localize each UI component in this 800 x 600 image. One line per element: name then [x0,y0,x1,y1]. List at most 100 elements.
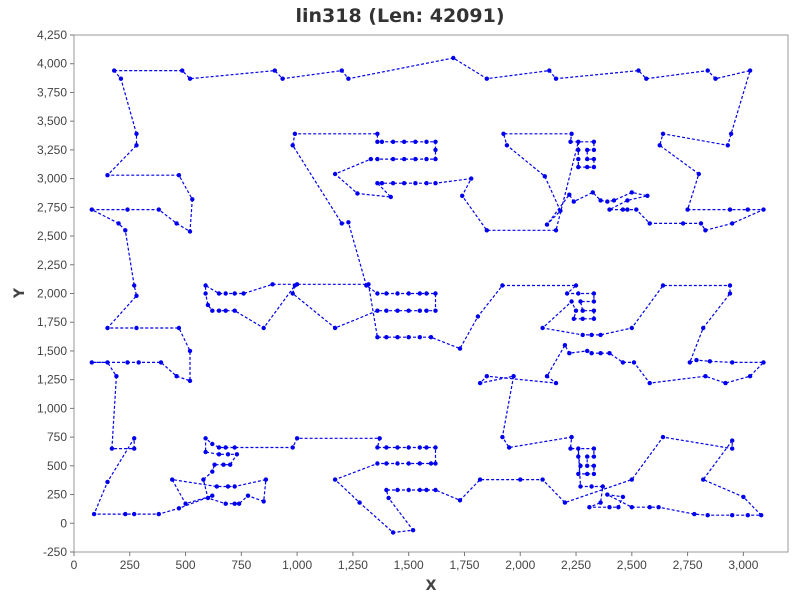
city-point [225,484,231,489]
city-point [433,139,438,144]
city-point [417,308,422,313]
city-point [134,293,139,298]
city-point [410,528,416,533]
city-point [568,139,573,144]
y-tick-label: 1,500 [37,344,67,358]
city-point [730,360,735,365]
city-point [590,190,595,195]
city-point [741,494,746,500]
city-point [355,191,360,196]
city-point [696,171,701,177]
city-point [600,484,605,489]
city-point [424,291,429,296]
city-point [573,308,579,313]
y-tick-label: 1,250 [37,373,67,387]
city-point [433,291,438,296]
city-point [424,139,429,144]
y-tick-label: 2,000 [37,287,67,301]
city-point [125,360,130,365]
city-point [727,283,733,288]
city-point [620,360,626,365]
city-point [625,207,630,212]
city-point [261,325,266,331]
city-point [727,207,733,212]
city-point [339,221,344,226]
city-point [685,207,690,212]
city-point [511,374,516,379]
y-tick-label: 3,750 [37,85,67,99]
city-point [580,308,585,313]
city-point [384,291,389,296]
city-point [216,445,222,450]
city-point [292,131,298,136]
y-tick-label: 3,500 [37,114,67,128]
city-point [170,477,175,482]
city-point [576,446,581,451]
x-tick-label: 2,500 [617,558,647,572]
city-point [591,139,597,144]
city-point [589,351,594,356]
city-point [424,181,429,186]
city-point [232,501,237,506]
city-point [698,221,704,226]
city-point [694,357,699,363]
city-point [484,374,489,379]
city-point [346,220,351,225]
city-point [567,351,572,356]
city-point [346,76,351,81]
city-point [183,501,188,506]
city-point [433,147,438,153]
x-tick-label: 750 [231,558,251,572]
x-tick-label: 1,500 [394,558,424,572]
city-point [428,335,434,340]
city-point [745,207,750,212]
city-point [656,505,661,510]
x-tick-label: 2,750 [673,558,703,572]
city-point [375,308,380,313]
city-point [261,499,266,504]
city-point [402,181,407,186]
city-point [747,374,753,379]
city-point [707,359,713,364]
city-point [620,207,626,212]
tour-path-line [91,57,765,534]
city-point [263,477,269,482]
city-point [591,164,597,170]
city-point [406,291,411,296]
city-point [132,436,137,441]
city-point [553,380,559,386]
city-point [245,493,251,498]
city-point [116,221,121,226]
city-point [210,493,215,498]
city-point [680,221,686,226]
city-point [270,282,275,287]
city-point [156,207,161,212]
city-point [576,147,581,153]
city-point [402,156,407,162]
city-point [413,156,418,162]
city-point [187,229,193,234]
city-point [428,461,434,466]
city-point [636,68,641,73]
city-point [553,228,559,233]
city-point [591,308,597,313]
city-point [701,477,706,482]
city-point [339,68,344,73]
x-tick-label: 2,000 [505,558,535,572]
city-point [591,156,597,162]
city-point [591,454,597,459]
city-point [203,291,208,296]
city-point [569,131,574,136]
city-point [132,283,137,288]
city-point [500,283,505,288]
city-point [406,461,411,466]
city-point [629,325,634,331]
city-point [216,308,222,313]
city-point [484,228,489,233]
city-point [424,156,429,162]
city-point [223,445,228,450]
x-tick-label: 2,250 [561,558,591,572]
city-point [210,469,215,474]
y-tick-label: 4,000 [37,57,67,71]
city-point [424,487,429,493]
